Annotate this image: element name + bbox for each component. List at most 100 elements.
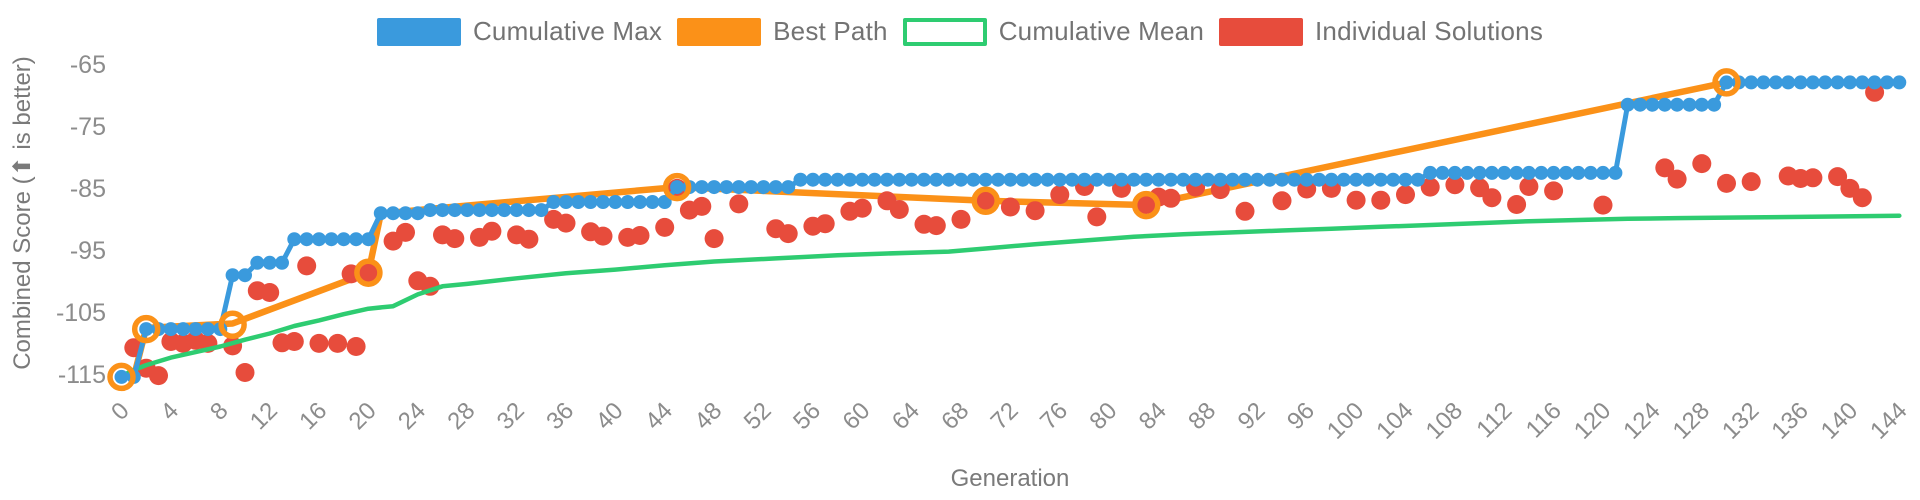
cumulative-max-point [1423, 165, 1438, 180]
cumulative-max-point [929, 172, 944, 187]
cumulative-max-point [1151, 172, 1166, 187]
y-tick-label: -105 [56, 299, 106, 327]
cumulative-max-point [1596, 165, 1610, 180]
x-tick-label: 72 [986, 397, 1024, 435]
x-tick-label: 80 [1084, 397, 1122, 435]
cumulative-max-point [1781, 75, 1796, 90]
cumulative-max-point [1065, 172, 1080, 187]
cumulative-max-point [1163, 172, 1178, 187]
cumulative-max-point [1546, 165, 1561, 180]
individual-solution-point [1544, 181, 1564, 201]
individual-solution-point [1050, 185, 1070, 205]
cumulative-max-point [1842, 75, 1857, 90]
x-tick-label: 124 [1618, 397, 1665, 444]
x-tick-label: 88 [1183, 397, 1221, 435]
cumulative-max-point [373, 206, 388, 221]
cumulative-max-point [1830, 75, 1845, 90]
legend-swatch-icon [376, 17, 461, 46]
x-tick-label: 48 [689, 397, 727, 435]
individual-solution-point [309, 333, 329, 353]
individual-solution-point [149, 366, 168, 386]
x-tick-label: 4 [156, 397, 185, 426]
cumulative-max-point [287, 232, 302, 247]
cumulative-max-point [1225, 172, 1240, 187]
cumulative-max-point [114, 369, 129, 384]
cumulative-max-point [386, 206, 401, 221]
individual-solution-point [1210, 180, 1230, 200]
cumulative-max-point [534, 203, 549, 218]
cumulative-mean-series [119, 213, 1902, 379]
cumulative-max-point [991, 172, 1006, 187]
cumulative-max-point [1867, 75, 1882, 90]
legend-item-best-path[interactable]: Best Path [677, 16, 888, 47]
x-tick-label: 100 [1322, 397, 1369, 444]
cumulative-max-point [1460, 165, 1475, 180]
legend-item-cumulative-mean[interactable]: Cumulative Mean [902, 16, 1204, 47]
individual-solution-point [729, 194, 749, 214]
individual-solution-point [1371, 190, 1391, 210]
cumulative-max-point [163, 322, 178, 337]
x-tick-label: 132 [1717, 397, 1764, 444]
individual-solution-point [692, 196, 712, 216]
x-axis-title-text: Generation [951, 465, 1070, 492]
x-tick-label: 120 [1569, 397, 1616, 444]
cumulative-max-point [1818, 75, 1833, 90]
individual-solution-point [889, 200, 909, 219]
x-tick-label: 128 [1668, 397, 1715, 444]
cumulative-max-point [521, 203, 536, 218]
cumulative-max-point [1756, 75, 1771, 90]
cumulative-max-point [880, 172, 894, 187]
legend-item-individual-solutions[interactable]: Individual Solutions [1219, 16, 1543, 47]
cumulative-max-point [1077, 172, 1092, 187]
individual-solution-point [976, 191, 996, 211]
x-tick-label: 104 [1371, 397, 1418, 444]
cumulative-max-point [744, 180, 759, 195]
cumulative-max-point [1620, 97, 1635, 112]
x-tick-label: 112 [1471, 397, 1517, 443]
cumulative-max-point [336, 232, 351, 247]
cumulative-max-point [596, 195, 610, 209]
best-path-ring-marker [107, 362, 136, 392]
cumulative-max-point [1608, 165, 1623, 180]
cumulative-max-point [1386, 172, 1401, 187]
cumulative-max-point [892, 172, 907, 187]
cumulative-max-point [1336, 172, 1351, 187]
cumulative-max-point [917, 172, 931, 187]
individual-solution-point [482, 221, 502, 241]
cumulative-max-point [472, 203, 487, 218]
x-tick-label: 40 [591, 397, 629, 435]
cumulative-max-point [1497, 165, 1512, 180]
cumulative-max-point [1744, 75, 1759, 90]
y-axis: -65 -75 -85 -95 -105 -115 [56, 51, 106, 389]
legend-item-cumulative-max[interactable]: Cumulative Max [376, 16, 662, 47]
x-tick-label: 32 [492, 397, 530, 435]
cumulative-max-point [1200, 172, 1215, 187]
cumulative-max-point [818, 172, 833, 187]
cumulative-max-point [262, 255, 277, 270]
individual-solution-point [396, 222, 415, 242]
individual-solution-point [926, 216, 946, 236]
cumulative-max-point [447, 203, 462, 218]
cumulative-max-point [781, 180, 796, 195]
x-tick-label: 56 [788, 397, 826, 435]
cumulative-max-point [583, 195, 598, 209]
individual-solution-point [556, 213, 576, 233]
cumulative-max-point [1472, 165, 1487, 180]
cumulative-max-series [114, 75, 1907, 384]
cumulative-max-point [1139, 172, 1154, 187]
best-path-ring-marker [662, 172, 692, 202]
cumulative-max-point [645, 195, 660, 209]
individual-solution-point [951, 209, 971, 229]
cumulative-max-point [188, 322, 203, 337]
individual-solution-point [346, 337, 366, 356]
x-tick-label: 28 [442, 397, 480, 435]
cumulative-max-point [1052, 172, 1067, 187]
cumulative-max-point [1410, 172, 1425, 187]
cumulative-max-point [1657, 97, 1672, 112]
x-tick-label: 64 [887, 397, 925, 435]
best-path-ring-marker [131, 314, 161, 344]
x-tick-label: 16 [294, 397, 332, 435]
cumulative-max-point [559, 195, 573, 209]
x-tick-label: 44 [640, 397, 678, 435]
cumulative-max-point [707, 180, 722, 195]
